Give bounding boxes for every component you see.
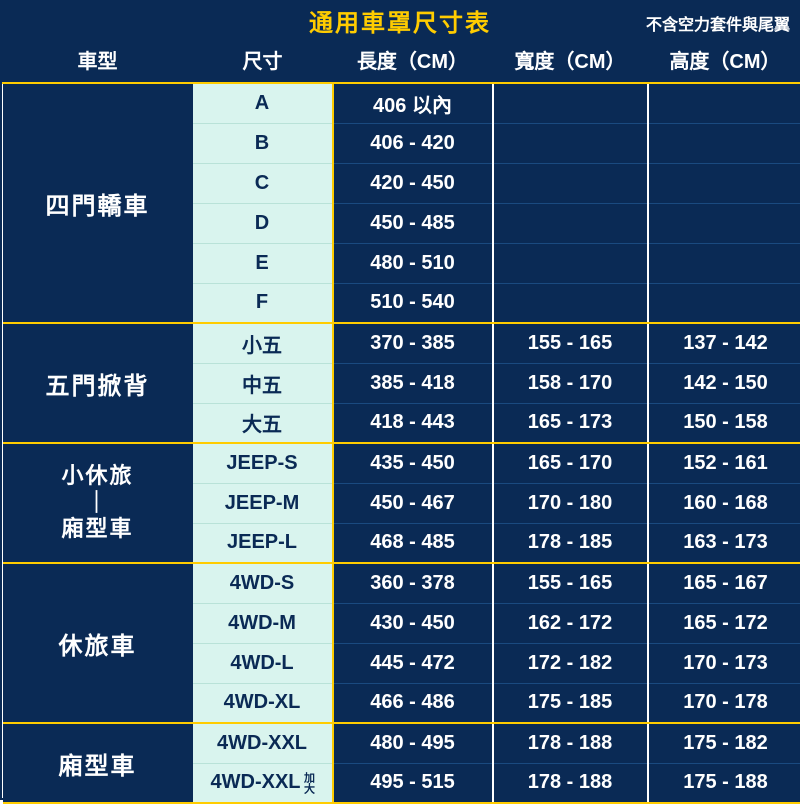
height-cell: 175 - 182: [648, 723, 800, 763]
width-cell: 162 - 172: [493, 603, 648, 643]
length-cell: 468 - 485: [333, 523, 493, 563]
width-cell: 155 - 165: [493, 563, 648, 603]
height-cell: 175 - 188: [648, 763, 800, 803]
size-cell: F: [193, 283, 333, 323]
table-row: 小休旅｜廂型車JEEP-S435 - 450165 - 170152 - 161: [3, 443, 800, 483]
width-cell: [493, 243, 648, 283]
width-cell: [493, 123, 648, 163]
length-cell: 445 - 472: [333, 643, 493, 683]
length-cell: 406 以內: [333, 83, 493, 123]
length-cell: 360 - 378: [333, 563, 493, 603]
type-cell: 四門轎車: [3, 83, 193, 323]
length-cell: 480 - 510: [333, 243, 493, 283]
size-cell: E: [193, 243, 333, 283]
length-cell: 466 - 486: [333, 683, 493, 723]
size-cell: 小五: [193, 323, 333, 363]
height-cell: 152 - 161: [648, 443, 800, 483]
size-chart: 通用車罩尺寸表 不含空力套件與尾翼 車型 尺寸 長度（CM） 寬度（CM） 高度…: [0, 0, 800, 800]
height-cell: 165 - 167: [648, 563, 800, 603]
width-cell: 158 - 170: [493, 363, 648, 403]
height-cell: 163 - 173: [648, 523, 800, 563]
length-cell: 430 - 450: [333, 603, 493, 643]
chart-note: 不含空力套件與尾翼: [646, 11, 790, 35]
width-cell: [493, 163, 648, 203]
width-cell: 165 - 170: [493, 443, 648, 483]
width-cell: [493, 283, 648, 323]
height-cell: 142 - 150: [648, 363, 800, 403]
table-row: 廂型車4WD-XXL480 - 495178 - 188175 - 182: [3, 723, 800, 763]
width-cell: 178 - 188: [493, 723, 648, 763]
width-cell: 155 - 165: [493, 323, 648, 363]
type-cell: 廂型車: [3, 723, 193, 803]
width-cell: 178 - 185: [493, 523, 648, 563]
size-cell: A: [193, 83, 333, 123]
type-cell: 五門掀背: [3, 323, 193, 443]
length-cell: 480 - 495: [333, 723, 493, 763]
title-bar: 通用車罩尺寸表 不含空力套件與尾翼: [2, 2, 798, 39]
length-cell: 418 - 443: [333, 403, 493, 443]
length-cell: 420 - 450: [333, 163, 493, 203]
height-cell: [648, 203, 800, 243]
height-cell: [648, 123, 800, 163]
length-cell: 495 - 515: [333, 763, 493, 803]
size-cell: B: [193, 123, 333, 163]
height-cell: 170 - 178: [648, 683, 800, 723]
size-cell: 4WD-XL: [193, 683, 333, 723]
width-cell: [493, 83, 648, 123]
size-cell: JEEP-L: [193, 523, 333, 563]
length-cell: 370 - 385: [333, 323, 493, 363]
size-cell: D: [193, 203, 333, 243]
length-cell: 385 - 418: [333, 363, 493, 403]
length-cell: 406 - 420: [333, 123, 493, 163]
height-cell: [648, 283, 800, 323]
table-row: 四門轎車A406 以內: [3, 83, 800, 123]
height-cell: 150 - 158: [648, 403, 800, 443]
col-length: 長度（CM）: [333, 39, 493, 83]
size-cell: 4WD-XXL: [193, 723, 333, 763]
width-cell: 172 - 182: [493, 643, 648, 683]
width-cell: [493, 203, 648, 243]
width-cell: 165 - 173: [493, 403, 648, 443]
width-cell: 170 - 180: [493, 483, 648, 523]
size-cell: 大五: [193, 403, 333, 443]
size-table: 車型 尺寸 長度（CM） 寬度（CM） 高度（CM） 四門轎車A406 以內B4…: [2, 39, 800, 804]
height-cell: 160 - 168: [648, 483, 800, 523]
type-cell: 休旅車: [3, 563, 193, 723]
col-size: 尺寸: [193, 39, 333, 83]
height-cell: 165 - 172: [648, 603, 800, 643]
width-cell: 178 - 188: [493, 763, 648, 803]
table-row: 五門掀背小五370 - 385155 - 165137 - 142: [3, 323, 800, 363]
col-type: 車型: [3, 39, 193, 83]
size-cell: 4WD-L: [193, 643, 333, 683]
height-cell: [648, 243, 800, 283]
header-row: 車型 尺寸 長度（CM） 寬度（CM） 高度（CM）: [3, 39, 800, 83]
table-row: 休旅車4WD-S360 - 378155 - 165165 - 167: [3, 563, 800, 603]
size-cell: 4WD-S: [193, 563, 333, 603]
height-cell: 170 - 173: [648, 643, 800, 683]
size-cell: 4WD-M: [193, 603, 333, 643]
length-cell: 450 - 485: [333, 203, 493, 243]
length-cell: 435 - 450: [333, 443, 493, 483]
col-height: 高度（CM）: [648, 39, 800, 83]
size-cell: JEEP-S: [193, 443, 333, 483]
type-cell: 小休旅｜廂型車: [3, 443, 193, 563]
length-cell: 450 - 467: [333, 483, 493, 523]
size-cell: 中五: [193, 363, 333, 403]
height-cell: [648, 83, 800, 123]
height-cell: 137 - 142: [648, 323, 800, 363]
size-cell: C: [193, 163, 333, 203]
length-cell: 510 - 540: [333, 283, 493, 323]
size-cell: 4WD-XXL加大: [193, 763, 333, 803]
col-width: 寬度（CM）: [493, 39, 648, 83]
size-cell: JEEP-M: [193, 483, 333, 523]
height-cell: [648, 163, 800, 203]
width-cell: 175 - 185: [493, 683, 648, 723]
